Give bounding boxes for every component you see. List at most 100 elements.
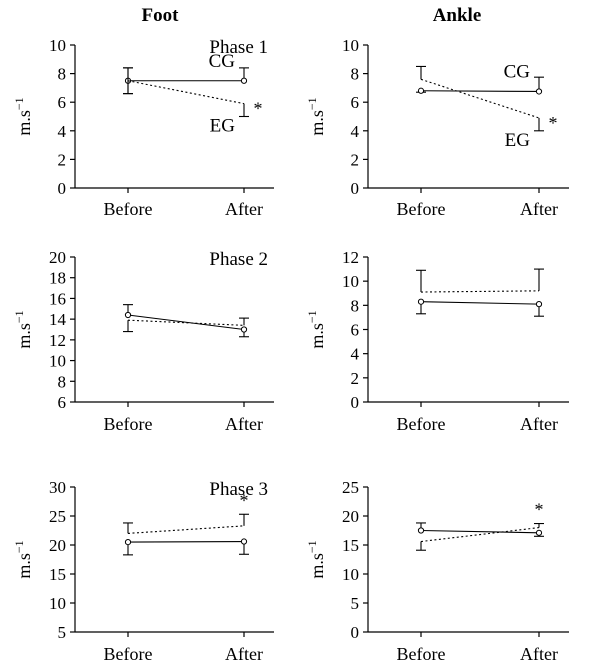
y-tick-label: 0	[351, 179, 360, 198]
y-tick-label: 20	[49, 248, 66, 267]
data-point	[417, 87, 425, 94]
chart-panel-ankle-2: 0 2 4 6 8 10 12 Before After m.s−1	[305, 248, 569, 434]
phase-label: Phase 2	[209, 249, 268, 270]
phase-label: Phase 3	[209, 479, 268, 500]
y-tick-label: 8	[58, 372, 67, 391]
series-line-cg	[127, 314, 245, 331]
chart-panel-ankle-3: 0 5 10 15 20 25 Before After m.s−1 *	[305, 478, 569, 664]
series-line-eg	[420, 290, 540, 293]
series-line-eg	[127, 80, 245, 105]
data-point	[417, 527, 425, 534]
y-tick-label: 20	[342, 507, 359, 526]
significance-marker: *	[254, 99, 263, 119]
series-line-eg	[127, 525, 245, 534]
data-point	[240, 77, 248, 84]
x-tick-label: Before	[104, 644, 153, 664]
y-axis-label: m.s−1	[305, 310, 327, 348]
y-tick-label: 18	[49, 269, 66, 288]
y-tick-label: 12	[49, 331, 66, 350]
series-line-cg	[420, 529, 540, 534]
y-tick-label: 0	[351, 623, 360, 642]
data-point	[124, 539, 132, 546]
significance-marker: *	[240, 490, 249, 510]
series-line-cg	[420, 90, 540, 93]
y-tick-label: 4	[351, 345, 360, 364]
y-axis-label: m.s−1	[305, 97, 327, 135]
chart-panel-foot-3: 5 10 15 20 25 30 Before After m.s−1 Phase 3*	[12, 478, 274, 664]
y-tick-label: 8	[351, 65, 360, 84]
y-tick-label: 30	[49, 478, 66, 497]
y-axis-label: m.s−1	[12, 540, 34, 578]
y-tick-label: 10	[342, 36, 359, 55]
y-tick-label: 5	[58, 623, 67, 642]
y-tick-label: 10	[342, 272, 359, 291]
x-tick-label: Before	[397, 199, 446, 219]
y-tick-label: 12	[342, 248, 359, 267]
series-label-cg: CG	[209, 51, 236, 72]
x-tick-label: After	[520, 199, 558, 219]
chart-panel-foot-1: 0 2 4 6 8 10 Before After m.s−1 CG EG Phase 1 *	[12, 36, 274, 219]
series-line-eg	[127, 319, 245, 326]
y-tick-label: 8	[58, 65, 67, 84]
significance-marker: *	[535, 500, 544, 520]
y-tick-label: 2	[58, 150, 67, 169]
series-line-cg	[127, 540, 245, 543]
y-tick-label: 2	[351, 369, 360, 388]
y-tick-label: 6	[351, 93, 360, 112]
y-tick-label: 4	[351, 122, 360, 141]
y-tick-label: 10	[49, 594, 66, 613]
y-tick-label: 10	[342, 565, 359, 584]
phase-label: Phase 1	[209, 37, 268, 58]
series-line-cg	[420, 301, 540, 305]
data-point	[240, 326, 248, 333]
y-axis-label: m.s−1	[12, 310, 34, 348]
x-tick-label: After	[225, 199, 263, 219]
x-tick-label: Before	[397, 644, 446, 664]
series-label-cg: CG	[504, 61, 531, 82]
y-tick-label: 0	[58, 179, 67, 198]
y-tick-label: 6	[351, 321, 360, 340]
data-point	[124, 311, 132, 319]
y-tick-label: 25	[342, 478, 359, 497]
data-point	[535, 529, 543, 536]
y-tick-label: 10	[49, 352, 66, 371]
y-tick-label: 20	[49, 536, 66, 555]
x-tick-label: After	[225, 414, 263, 434]
y-tick-label: 14	[49, 310, 67, 329]
x-tick-label: After	[520, 414, 558, 434]
y-axis-label: m.s−1	[12, 97, 34, 135]
y-axis-label: m.s−1	[305, 540, 327, 578]
x-tick-label: After	[520, 644, 558, 664]
series-label-eg: EG	[210, 116, 236, 137]
data-point	[417, 298, 425, 305]
y-tick-label: 2	[351, 150, 360, 169]
x-tick-label: Before	[397, 414, 446, 434]
series-label-eg: EG	[505, 130, 531, 151]
y-tick-label: 6	[58, 93, 67, 112]
significance-marker: *	[549, 113, 558, 133]
y-tick-label: 15	[342, 536, 359, 555]
series-line-eg	[420, 527, 540, 543]
y-tick-label: 16	[49, 289, 66, 308]
x-tick-label: Before	[104, 199, 153, 219]
y-tick-label: 4	[58, 122, 67, 141]
data-point	[535, 88, 543, 95]
data-point	[240, 538, 248, 545]
y-tick-label: 8	[351, 296, 360, 315]
column-title-foot: Foot	[142, 5, 180, 26]
chart-panel-ankle-1: 0 2 4 6 8 10 Before After m.s−1 CG EG *	[305, 36, 569, 219]
x-tick-label: Before	[104, 414, 153, 434]
data-point	[535, 301, 543, 308]
y-tick-label: 10	[49, 36, 66, 55]
y-tick-label: 25	[49, 507, 66, 526]
column-title-ankle: Ankle	[433, 5, 482, 26]
y-tick-label: 15	[49, 565, 66, 584]
y-tick-label: 6	[58, 393, 67, 412]
y-tick-label: 0	[351, 393, 360, 412]
x-tick-label: After	[225, 644, 263, 664]
y-tick-label: 5	[351, 594, 360, 613]
series-line-eg	[420, 78, 540, 119]
